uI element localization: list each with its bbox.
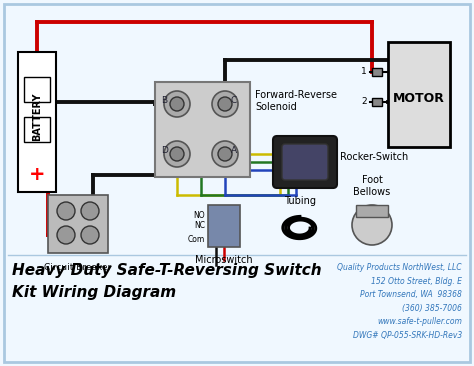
Text: NC: NC xyxy=(194,221,205,231)
Text: Quality Products NorthWest, LLC
152 Otto Street, Bldg. E
Port Townsend, WA  9836: Quality Products NorthWest, LLC 152 Otto… xyxy=(337,263,462,340)
Text: C: C xyxy=(231,96,237,105)
Circle shape xyxy=(170,147,184,161)
Bar xyxy=(208,205,240,247)
Circle shape xyxy=(57,226,75,244)
FancyBboxPatch shape xyxy=(273,136,337,188)
Text: Heavy Duty Safe-T-Reversing Switch: Heavy Duty Safe-T-Reversing Switch xyxy=(12,263,322,278)
Text: D: D xyxy=(161,146,168,155)
Text: 1: 1 xyxy=(361,67,367,76)
Text: NO: NO xyxy=(193,210,205,220)
Text: Tubing: Tubing xyxy=(284,196,316,206)
Circle shape xyxy=(164,91,190,117)
Text: A: A xyxy=(231,146,237,155)
Text: MOTOR: MOTOR xyxy=(393,93,445,105)
Bar xyxy=(18,52,56,192)
Circle shape xyxy=(212,91,238,117)
Bar xyxy=(24,77,50,102)
Text: 2: 2 xyxy=(361,97,367,107)
Bar xyxy=(48,195,108,253)
Text: B: B xyxy=(161,96,167,105)
Text: Rocker-Switch: Rocker-Switch xyxy=(340,152,408,162)
Circle shape xyxy=(352,205,392,245)
Text: Kit Wiring Diagram: Kit Wiring Diagram xyxy=(12,285,176,300)
Text: Com: Com xyxy=(188,235,205,243)
Circle shape xyxy=(81,202,99,220)
Text: Forward-Reverse
Solenoid: Forward-Reverse Solenoid xyxy=(255,90,337,112)
Bar xyxy=(155,82,250,177)
Circle shape xyxy=(57,202,75,220)
Text: Circuit Breaker: Circuit Breaker xyxy=(45,263,111,272)
Text: Foot
Bellows: Foot Bellows xyxy=(354,175,391,197)
Bar xyxy=(388,42,450,147)
Bar xyxy=(24,117,50,142)
Bar xyxy=(372,68,382,76)
Text: BATTERY: BATTERY xyxy=(32,93,42,141)
Bar xyxy=(356,205,388,217)
Text: Microswitch: Microswitch xyxy=(195,255,253,265)
Circle shape xyxy=(218,147,232,161)
Circle shape xyxy=(81,226,99,244)
Circle shape xyxy=(170,97,184,111)
Circle shape xyxy=(164,141,190,167)
Circle shape xyxy=(212,141,238,167)
Circle shape xyxy=(218,97,232,111)
Bar xyxy=(372,98,382,106)
FancyBboxPatch shape xyxy=(282,144,328,180)
Text: +: + xyxy=(29,164,45,183)
